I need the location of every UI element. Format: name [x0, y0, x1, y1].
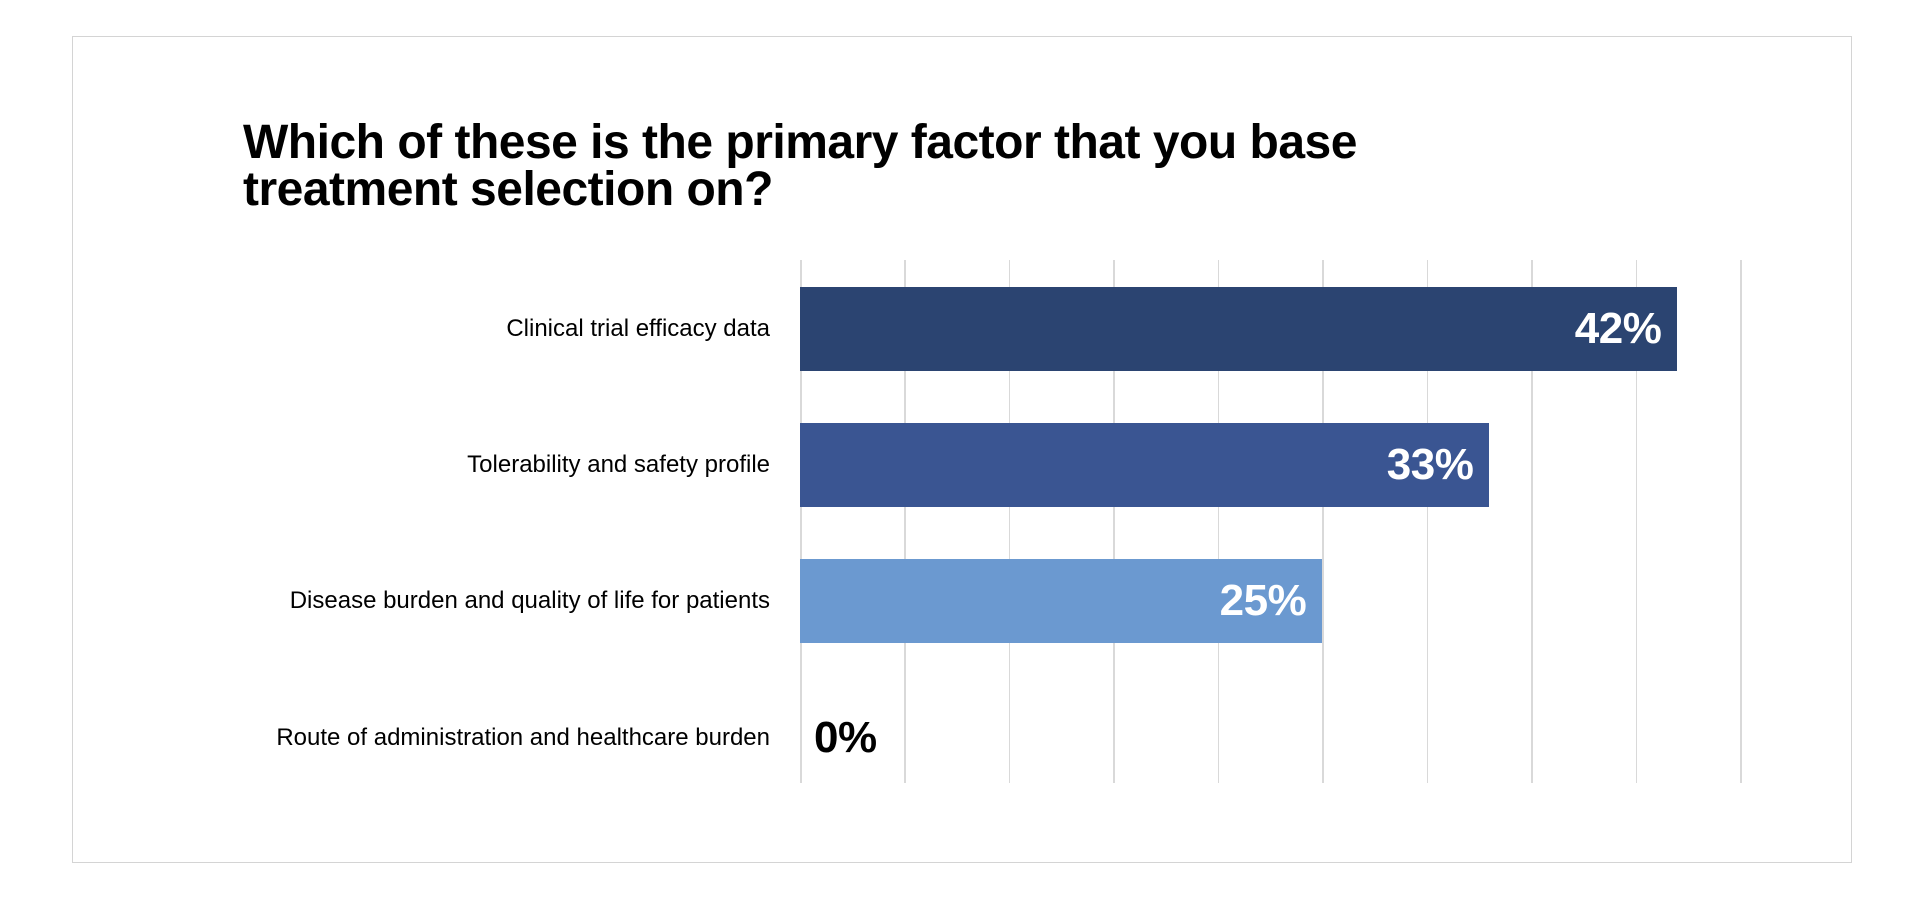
plot-area: Clinical trial efficacy data 42% Tolerabil… [276, 260, 1742, 783]
value-label: 25% [1219, 576, 1307, 626]
gridline [904, 260, 906, 783]
gridline [1322, 260, 1324, 783]
value-label: 33% [1386, 440, 1474, 490]
category-label: Route of administration and healthcare b… [276, 723, 770, 751]
category-label: Disease burden and quality of life for p… [289, 587, 770, 615]
chart-title: Which of these is the primary factor tha… [243, 116, 1743, 216]
gridline [1531, 260, 1533, 783]
gridline [1113, 260, 1115, 783]
value-label: 42% [1574, 304, 1662, 353]
gridline [800, 260, 802, 783]
gridline [1426, 260, 1429, 783]
bar: 25% [800, 559, 1323, 644]
bar: 33% [800, 423, 1490, 508]
gridline [1217, 260, 1220, 783]
value-label-zero: 0% [814, 712, 877, 762]
category-label: Tolerability and safety profile [467, 451, 770, 479]
category-label: Clinical trial efficacy data [506, 315, 770, 342]
gridline [1635, 260, 1638, 783]
chart-title-line-1: Which of these is the primary factor tha… [243, 116, 1357, 169]
gridline [1740, 260, 1742, 783]
chart-title-line-2: treatment selection on? [243, 163, 773, 216]
gridline [1008, 260, 1011, 783]
bar: 42% [800, 287, 1678, 371]
